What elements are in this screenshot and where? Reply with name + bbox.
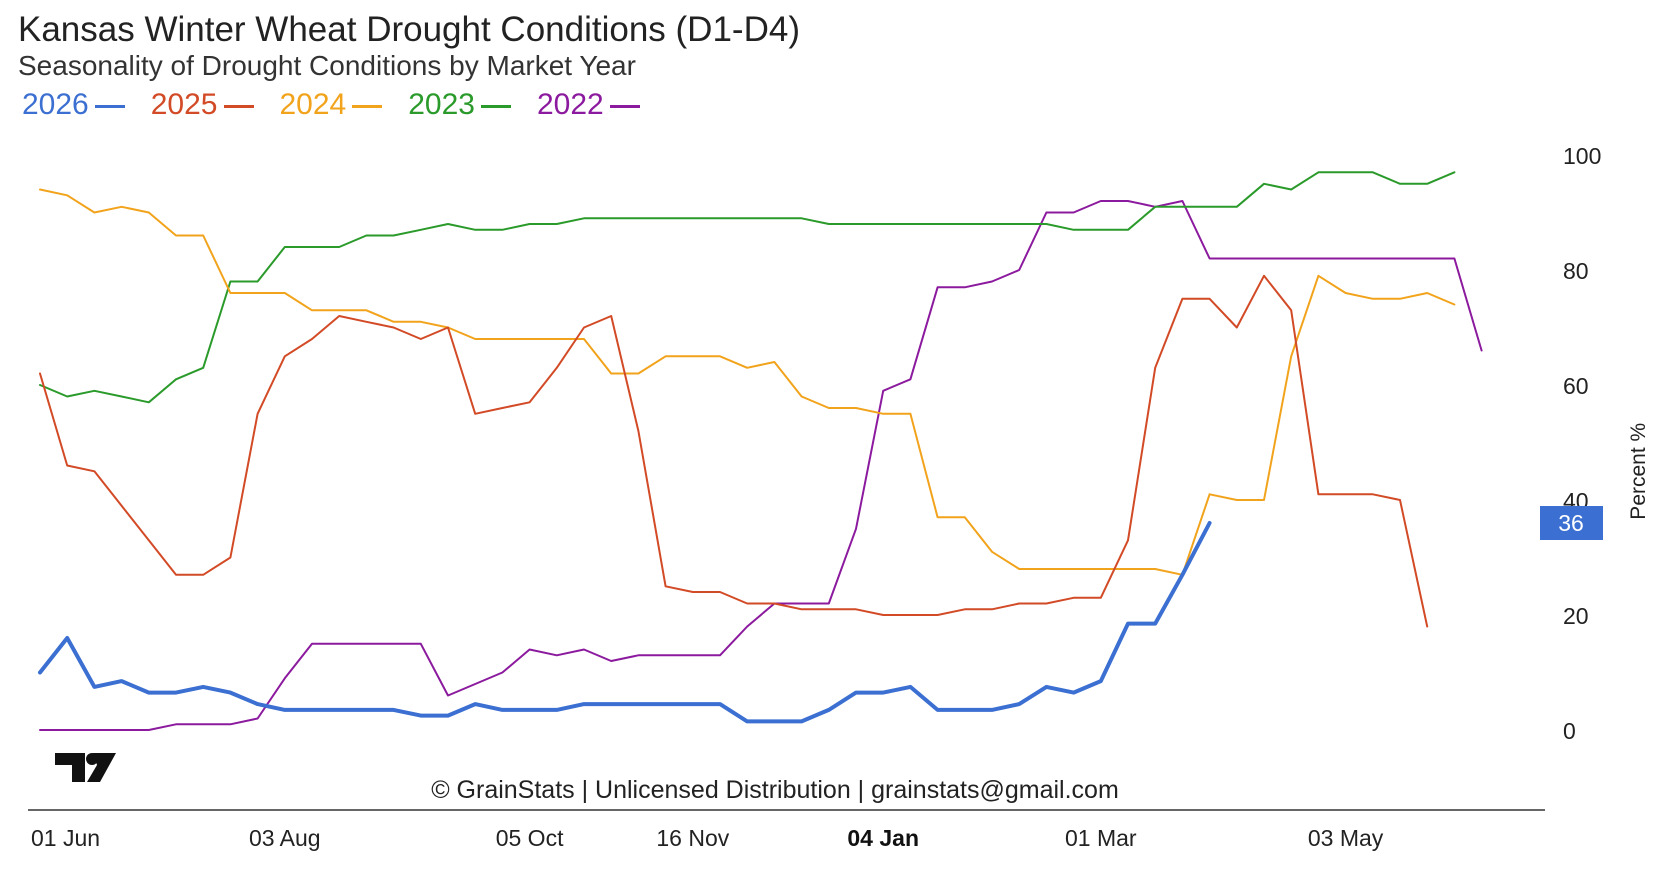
x-tick-label: 01 Mar <box>1065 825 1137 851</box>
last-value-badge <box>1540 506 1603 540</box>
legend-label: 2023 <box>408 88 475 121</box>
y-tick-label: 20 <box>1563 603 1589 629</box>
series-line-2024 <box>39 188 1456 576</box>
legend-swatch <box>223 104 254 108</box>
chart-subtitle: Seasonality of Drought Conditions by Mar… <box>18 50 636 81</box>
logo-dot <box>86 753 98 765</box>
y-axis-title: Percent % <box>1627 423 1650 520</box>
legend-item-2022: 2022 <box>537 88 640 122</box>
x-tick-label: 03 May <box>1308 825 1384 851</box>
x-tick-label: 16 Nov <box>656 825 729 851</box>
x-tick-label: 03 Aug <box>249 825 321 851</box>
legend-label: 2026 <box>22 88 89 121</box>
legend-item-2025: 2025 <box>151 88 254 122</box>
legend-item-2024: 2024 <box>280 88 383 122</box>
legend-label: 2024 <box>279 88 347 121</box>
legend-label: 2025 <box>150 88 218 121</box>
x-tick-label: 05 Oct <box>496 825 564 851</box>
series-line-2026 <box>38 521 1212 724</box>
x-tick-label: 01 Jun <box>31 825 100 851</box>
legend-label: 2022 <box>537 88 604 121</box>
y-tick-label: 80 <box>1563 258 1589 284</box>
legend-item-2023: 2023 <box>408 88 511 122</box>
x-tick-label: 04 Jan <box>847 825 919 851</box>
legend-item-2026: 2026 <box>22 88 125 122</box>
legend-swatch <box>481 104 511 108</box>
series-line-2025 <box>39 274 1429 628</box>
chart-title: Kansas Winter Wheat Drought Conditions (… <box>18 10 800 49</box>
y-tick-label: 100 <box>1563 143 1601 169</box>
series-line-2022 <box>39 200 1483 731</box>
legend-swatch <box>352 104 383 108</box>
y-tick-label: 0 <box>1563 718 1576 744</box>
legend-swatch <box>609 104 640 108</box>
last-value-label: 36 <box>1558 510 1584 536</box>
legend-swatch <box>94 104 125 108</box>
series-line-2023 <box>39 171 1456 404</box>
tradingview-logo-icon <box>55 753 116 782</box>
legend: 2026 2025 2024 2023 2022 <box>22 88 640 122</box>
copyright-footer: © GrainStats | Unlicensed Distribution |… <box>431 776 1119 804</box>
y-tick-label: 60 <box>1563 373 1589 399</box>
